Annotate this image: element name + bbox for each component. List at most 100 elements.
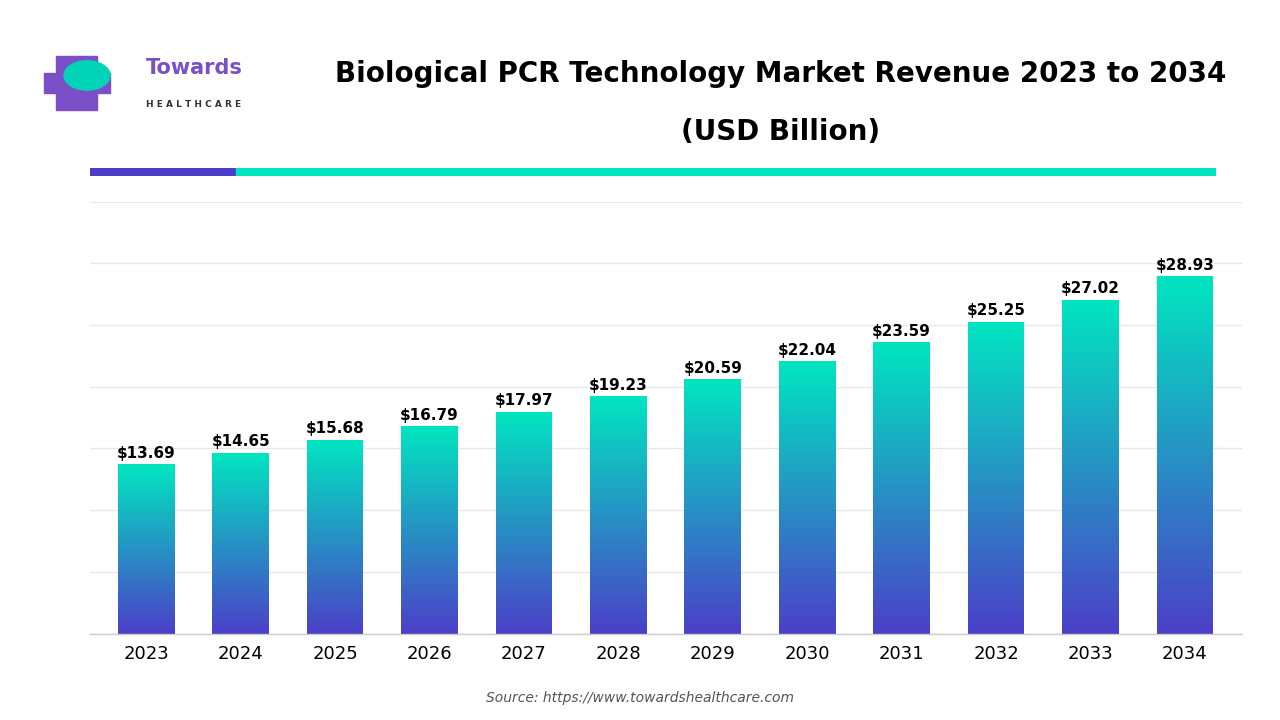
Bar [495, 425, 552, 426]
Bar [1157, 512, 1213, 514]
Bar [590, 626, 646, 628]
Bar [212, 511, 269, 513]
Bar [590, 611, 646, 612]
Bar [780, 363, 836, 364]
Bar [401, 615, 458, 616]
Bar [495, 474, 552, 475]
Bar [590, 478, 646, 480]
Bar [1062, 310, 1119, 312]
Bar [307, 443, 364, 444]
Bar [118, 605, 174, 606]
Bar [1062, 549, 1119, 550]
Bar [495, 429, 552, 431]
Bar [968, 488, 1024, 490]
Bar [118, 578, 174, 580]
Bar [307, 442, 364, 443]
Bar [590, 411, 646, 413]
Bar [401, 459, 458, 461]
Bar [307, 607, 364, 608]
Bar [495, 484, 552, 485]
Bar [1062, 577, 1119, 579]
Bar [401, 580, 458, 581]
Bar [780, 444, 836, 446]
Bar [780, 600, 836, 603]
Bar [307, 444, 364, 445]
Bar [401, 602, 458, 603]
Bar [968, 418, 1024, 420]
Bar [780, 568, 836, 570]
Bar [307, 631, 364, 633]
Bar [590, 603, 646, 605]
Bar [685, 616, 741, 617]
Bar [1157, 571, 1213, 573]
Bar [495, 588, 552, 589]
Bar [307, 514, 364, 516]
Bar [212, 600, 269, 602]
Bar [590, 523, 646, 524]
Bar [685, 627, 741, 629]
Bar [307, 455, 364, 456]
Bar [401, 533, 458, 534]
Bar [495, 630, 552, 631]
Bar [1157, 610, 1213, 612]
Bar [685, 462, 741, 464]
Bar [307, 618, 364, 620]
Bar [307, 493, 364, 494]
Bar [212, 540, 269, 541]
Bar [780, 611, 836, 613]
Bar [1062, 446, 1119, 449]
Bar [118, 467, 174, 468]
Bar [401, 462, 458, 464]
Bar [118, 608, 174, 609]
Bar [1157, 405, 1213, 407]
Bar [780, 384, 836, 386]
Bar [780, 526, 836, 528]
Bar [590, 572, 646, 573]
Bar [873, 382, 931, 383]
Bar [118, 500, 174, 502]
Bar [212, 617, 269, 618]
Bar [495, 488, 552, 490]
Bar [1157, 503, 1213, 505]
Bar [495, 464, 552, 465]
Bar [1157, 562, 1213, 564]
Bar [685, 572, 741, 574]
Bar [307, 465, 364, 466]
Bar [1157, 355, 1213, 357]
Bar [307, 448, 364, 449]
Bar [1062, 458, 1119, 460]
Bar [1157, 496, 1213, 498]
Bar [873, 352, 931, 354]
Bar [1157, 400, 1213, 402]
Bar [873, 521, 931, 523]
Bar [873, 591, 931, 593]
Bar [780, 449, 836, 450]
Bar [495, 531, 552, 533]
Bar [401, 611, 458, 612]
Bar [685, 410, 741, 411]
Bar [118, 524, 174, 526]
Bar [780, 588, 836, 590]
Bar [495, 503, 552, 504]
Bar [1062, 355, 1119, 357]
Bar [685, 396, 741, 397]
Bar [1062, 378, 1119, 380]
Bar [968, 472, 1024, 473]
Bar [118, 626, 174, 627]
Bar [118, 615, 174, 616]
Bar [1157, 444, 1213, 446]
Bar [873, 376, 931, 377]
Bar [780, 515, 836, 517]
Text: $19.23: $19.23 [589, 377, 648, 392]
Text: $16.79: $16.79 [401, 408, 460, 423]
Bar [685, 488, 741, 490]
Bar [401, 505, 458, 506]
Bar [307, 485, 364, 487]
Bar [495, 560, 552, 562]
Bar [873, 399, 931, 400]
Bar [212, 487, 269, 489]
Bar [212, 535, 269, 536]
Bar [590, 502, 646, 503]
Bar [212, 486, 269, 487]
Bar [1157, 385, 1213, 387]
